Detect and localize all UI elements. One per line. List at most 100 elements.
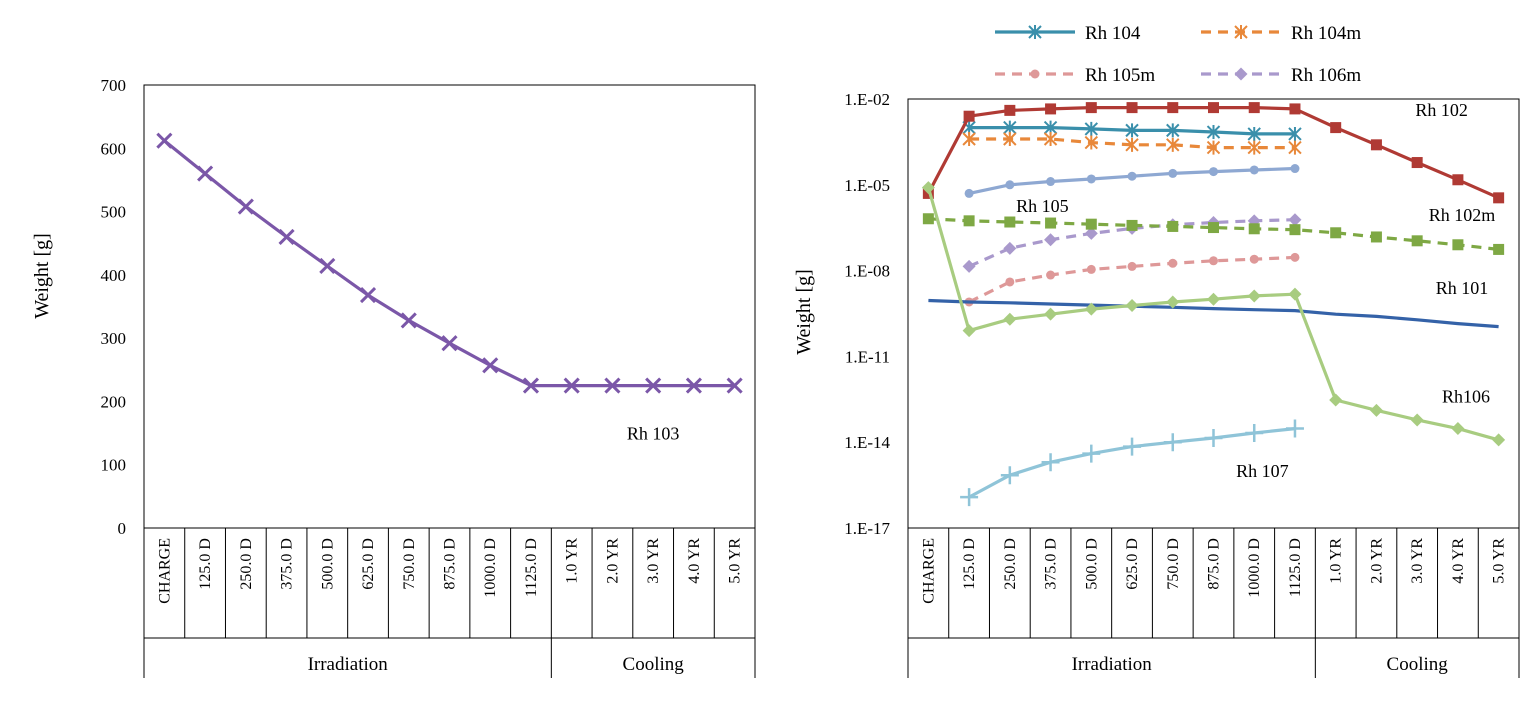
x-category-label: 250.0 D [1002, 538, 1019, 590]
x-group-label: Cooling [1387, 654, 1449, 675]
x-group-label: Irradiation [308, 654, 389, 675]
data-point-marker [963, 110, 975, 122]
y-axis-label: Weight [g] [793, 269, 815, 355]
legend-marker [1030, 69, 1040, 79]
data-point-marker [1249, 165, 1259, 175]
chart-rh-isotopes: 1.E-17 1.E-14 1.E-11 1.E-08 1.E-05 1.E-02 CHA… [793, 23, 1520, 678]
data-point-marker [1043, 131, 1058, 146]
plot-area-frame [907, 98, 1520, 529]
annotation-layer: Rh 102 Rh 105 Rh 102m Rh 101 Rh106 Rh 107 [1016, 100, 1495, 481]
data-point-marker [1125, 137, 1139, 152]
data-point-marker [1369, 403, 1383, 417]
data-point-marker [921, 181, 935, 195]
data-point-marker [1330, 122, 1342, 134]
y-axis-label: Weight [g] [31, 233, 53, 319]
data-point-marker [1289, 103, 1301, 115]
x-category-label: 750.0 D [1165, 538, 1182, 590]
data-point-marker [1046, 270, 1056, 280]
x-category-label: 2.0 YR [604, 538, 621, 584]
data-point-marker [1288, 140, 1302, 155]
x-category-label: 375.0 D [279, 538, 296, 590]
data-point-marker [1086, 174, 1096, 184]
x-category-label: 3.0 YR [1409, 538, 1426, 584]
x-category-label: 1.0 YR [1328, 538, 1345, 584]
data-point-marker [962, 131, 976, 146]
data-point-marker [1204, 429, 1223, 448]
data-point-marker [1245, 423, 1264, 442]
x-category-label: 125.0 D [197, 538, 214, 590]
y-tick-label: 500 [101, 203, 127, 222]
legend-marker [1234, 25, 1248, 39]
y-tick-label: 1.E-17 [844, 519, 890, 538]
data-point-marker [278, 228, 295, 245]
y-tick-label: 1.E-02 [844, 90, 890, 109]
data-point-marker [1125, 299, 1139, 313]
data-point-marker [1166, 295, 1180, 309]
data-point-marker [1167, 102, 1179, 114]
data-point-marker [1003, 131, 1017, 146]
data-point-marker [237, 198, 254, 215]
data-point-marker [1410, 413, 1424, 427]
data-point-marker [1288, 213, 1302, 227]
data-point-marker [1085, 102, 1097, 114]
data-point-marker [1000, 466, 1019, 485]
data-point-marker [1084, 302, 1098, 316]
x-category-label: 5.0 YR [727, 538, 744, 584]
series-rh-102m [922, 213, 1505, 255]
legend-label: Rh 104 [1085, 23, 1141, 44]
x-axis-category-table: CHARGE 125.0 D 250.0 D 375.0 D 500.0 D 625.0 … [143, 528, 756, 678]
data-point-marker [1168, 258, 1178, 268]
annotation-rh-107: Rh 107 [1236, 461, 1289, 481]
data-point-marker [156, 132, 173, 149]
data-point-marker [1411, 157, 1423, 169]
data-point-marker [1085, 218, 1097, 230]
y-tick-label: 1.E-11 [845, 347, 890, 366]
legend-label: Rh 104m [1291, 23, 1361, 44]
x-group-label: Irradiation [1072, 654, 1153, 675]
data-point-marker [1247, 126, 1261, 141]
data-point-marker [319, 257, 336, 275]
legend-item-rh-104: Rh 104 [995, 23, 1141, 44]
x-category-label: 875.0 D [442, 538, 459, 590]
data-point-marker [1084, 121, 1099, 136]
data-point-marker [1248, 223, 1260, 235]
series-layer [921, 102, 1506, 507]
data-point-marker [1126, 102, 1138, 114]
x-category-label: 1.0 YR [564, 538, 581, 584]
legend-item-rh-105m: Rh 105m [995, 65, 1155, 86]
data-point-marker [522, 377, 540, 394]
series-line-rh-104m [969, 137, 1295, 150]
x-category-label: 500.0 D [1083, 538, 1100, 590]
data-point-marker [1044, 307, 1058, 321]
data-point-marker [400, 312, 417, 329]
x-category-label: CHARGE [920, 538, 937, 604]
annotation-layer: Rh 103 [627, 424, 680, 444]
legend-label: Rh 106m [1291, 65, 1361, 86]
series-rh-104 [962, 120, 1302, 141]
data-point-marker [1290, 252, 1300, 262]
data-point-marker [1285, 419, 1304, 438]
data-point-marker [482, 357, 499, 374]
data-point-marker [1206, 125, 1221, 140]
data-point-marker [1084, 135, 1099, 150]
x-category-label: 1125.0 D [523, 538, 540, 597]
x-category-label: 125.0 D [961, 538, 978, 590]
data-point-marker [1127, 261, 1137, 271]
data-point-marker [1046, 177, 1056, 187]
annotation-rh106: Rh106 [1442, 387, 1490, 407]
x-category-label: 1000.0 D [1246, 538, 1263, 598]
x-category-label: 4.0 YR [686, 538, 703, 584]
series-rh106 [921, 181, 1506, 447]
series-rh-101 [928, 298, 1499, 329]
data-point-marker [1082, 444, 1101, 463]
data-point-marker [1330, 227, 1342, 239]
data-point-marker [1247, 140, 1261, 155]
data-point-marker [1005, 180, 1015, 190]
data-point-marker [1084, 226, 1098, 240]
y-tick-label: 200 [101, 392, 127, 411]
data-point-marker [1123, 437, 1142, 456]
y-tick-label: 1.E-14 [844, 433, 890, 452]
data-point-marker [1492, 433, 1506, 447]
annotation-rh-102m: Rh 102m [1429, 205, 1496, 225]
y-tick-label: 1.E-05 [844, 176, 890, 195]
